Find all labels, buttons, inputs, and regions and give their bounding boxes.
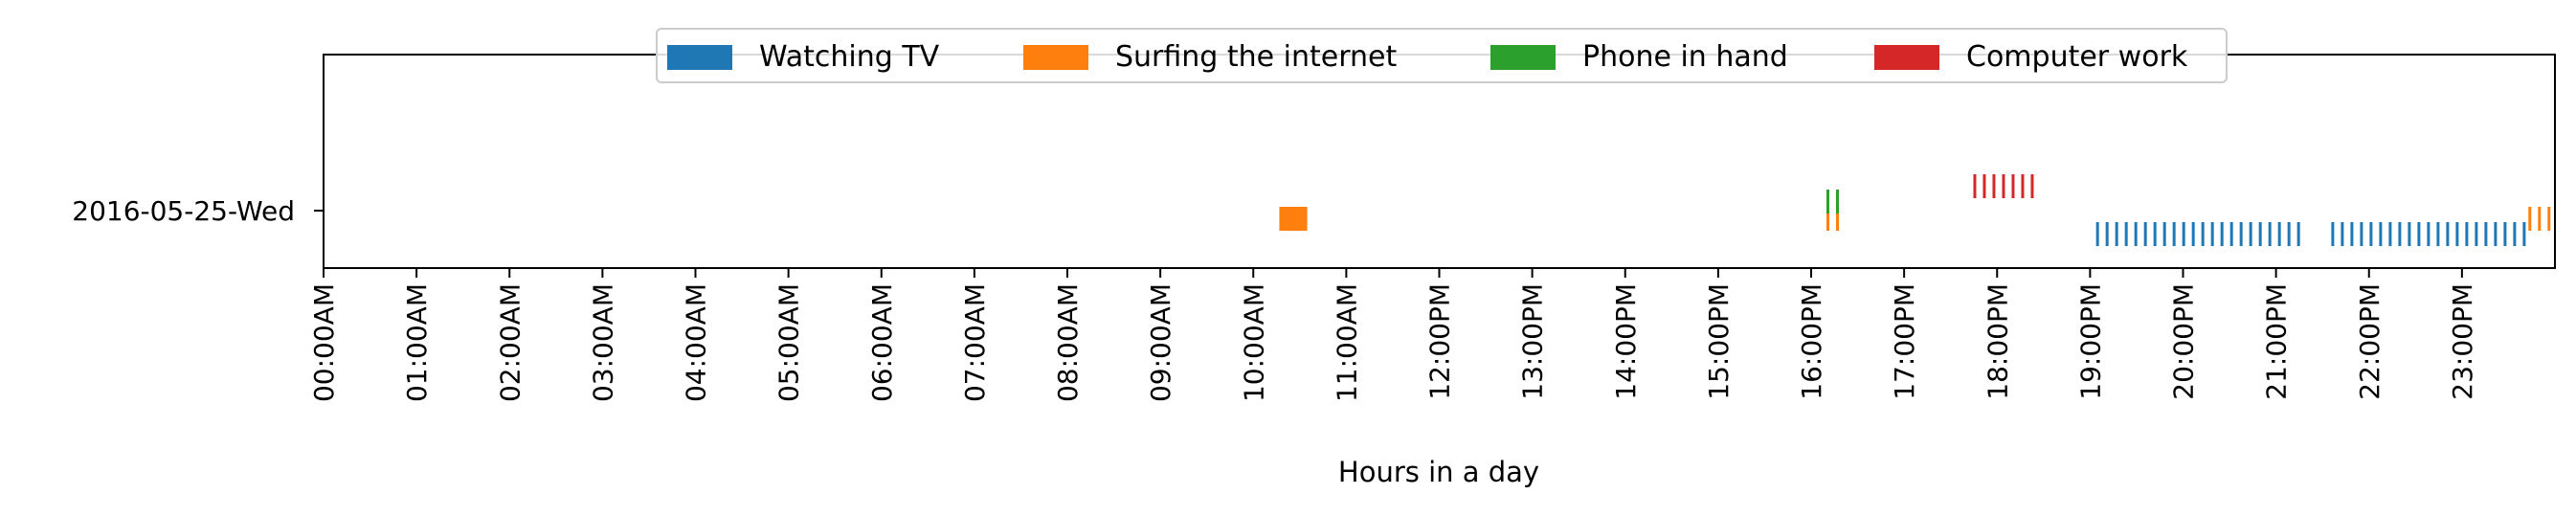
x-tick-label: 07:00AM <box>959 283 991 402</box>
x-tick-label: 18:00PM <box>1982 283 2013 400</box>
x-axis-label: Hours in a day <box>1338 456 1539 488</box>
legend-label: Watching TV <box>759 40 940 74</box>
x-tick-label: 01:00AM <box>401 283 433 402</box>
x-tick-label: 20:00PM <box>2168 283 2200 400</box>
legend-swatch <box>667 45 732 70</box>
x-tick-label: 13:00PM <box>1517 283 1549 400</box>
legend-swatch <box>1023 45 1088 70</box>
x-tick-label: 06:00AM <box>866 283 898 402</box>
x-tick-label: 15:00PM <box>1703 283 1735 400</box>
legend-swatch <box>1874 45 1939 70</box>
activity-bar <box>1279 207 1308 231</box>
x-tick-label: 05:00AM <box>773 283 805 402</box>
y-tick-label: 2016-05-25-Wed <box>72 195 295 227</box>
legend: Watching TV Surfing the internet Phone in … <box>656 28 2228 83</box>
x-tick-label: 03:00AM <box>587 283 618 402</box>
x-tick-label: 21:00PM <box>2261 283 2293 400</box>
x-tick-label: 10:00AM <box>1238 283 1269 402</box>
x-tick-label: 02:00AM <box>494 283 526 402</box>
legend-swatch <box>1490 45 1556 70</box>
x-tick-label: 09:00AM <box>1145 283 1176 402</box>
y-axis-ticks: 2016-05-25-Wed <box>72 195 324 227</box>
x-tick-label: 08:00AM <box>1052 283 1084 402</box>
legend-label: Computer work <box>1966 40 2188 74</box>
x-tick-label: 00:00AM <box>308 283 340 402</box>
x-axis-ticks: 00:00AM 01:00AM 02:00AM 03:00AM 04:00AM 05:00… <box>308 268 2478 402</box>
x-tick-label: 19:00PM <box>2074 283 2106 400</box>
x-tick-label: 17:00PM <box>1889 283 1920 400</box>
legend-label: Surfing the internet <box>1115 40 1397 74</box>
x-tick-label: 14:00PM <box>1610 283 1642 400</box>
data-marks <box>1279 174 2551 246</box>
x-tick-label: 11:00AM <box>1331 283 1362 402</box>
legend-label: Phone in hand <box>1582 40 1788 74</box>
x-tick-label: 16:00PM <box>1796 283 1827 400</box>
x-tick-label: 22:00PM <box>2354 283 2386 400</box>
x-tick-label: 04:00AM <box>681 283 712 402</box>
x-tick-label: 23:00PM <box>2447 283 2478 400</box>
x-tick-label: 12:00PM <box>1424 283 1456 400</box>
